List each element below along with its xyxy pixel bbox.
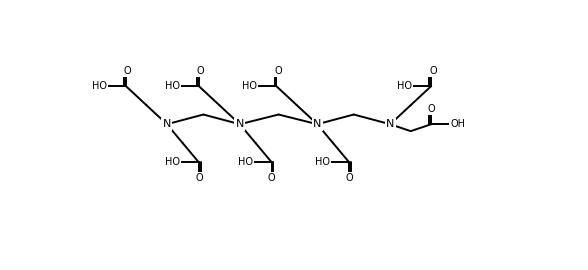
Text: HO: HO [92, 81, 107, 91]
Text: HO: HO [165, 157, 180, 167]
Text: HO: HO [242, 81, 257, 91]
Text: N: N [163, 119, 171, 129]
Text: OH: OH [450, 119, 465, 129]
Text: HO: HO [238, 157, 253, 167]
Text: O: O [345, 173, 353, 183]
Text: O: O [427, 104, 435, 114]
Text: O: O [124, 66, 132, 76]
Text: O: O [197, 66, 205, 76]
Text: O: O [429, 66, 437, 76]
Text: N: N [386, 119, 395, 129]
Text: HO: HO [397, 81, 412, 91]
Text: N: N [236, 119, 244, 129]
Text: O: O [195, 173, 203, 183]
Text: HO: HO [165, 81, 180, 91]
Text: HO: HO [315, 157, 330, 167]
Text: O: O [274, 66, 282, 76]
Text: O: O [268, 173, 276, 183]
Text: N: N [313, 119, 322, 129]
